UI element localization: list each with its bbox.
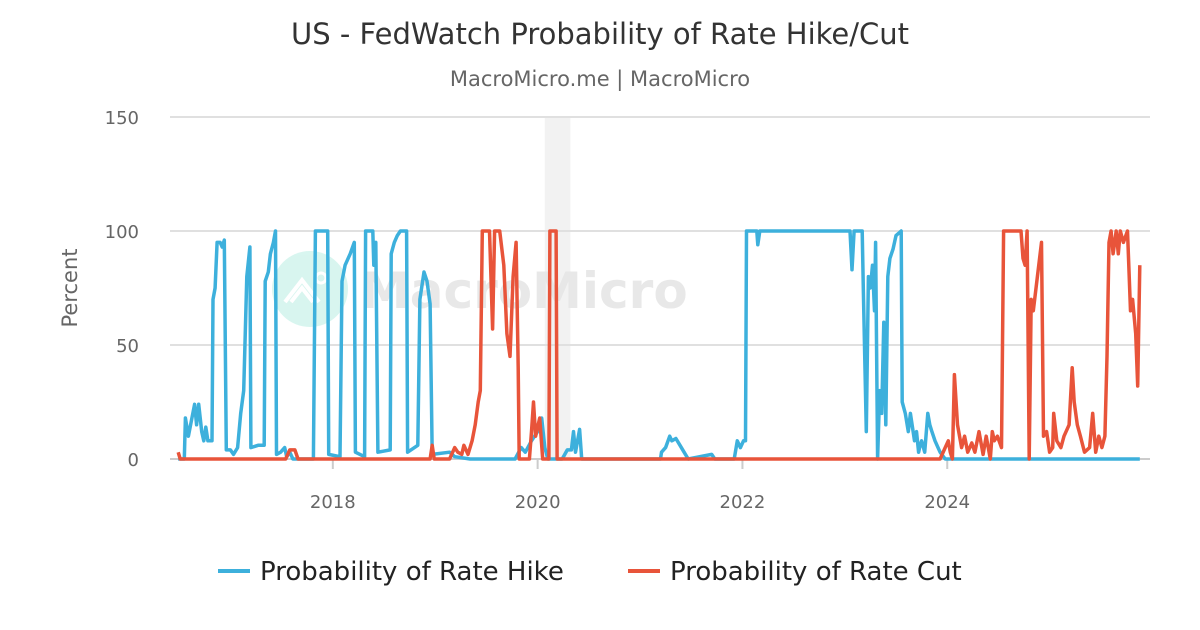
- legend-label: Probability of Rate Cut: [670, 557, 962, 587]
- x-tick-label: 2018: [310, 492, 356, 513]
- gridlines: [170, 116, 1150, 346]
- x-axis: 2018 2020 2022 2024: [170, 458, 1150, 513]
- legend: Probability of Rate Hike Probability of R…: [218, 557, 962, 587]
- legend-item-rate-hike[interactable]: Probability of Rate Hike: [218, 557, 564, 587]
- y-axis: 0 50 100 150: [105, 108, 139, 471]
- series-line-rate-hike: [178, 229, 1140, 461]
- chart-subtitle: MacroMicro.me | MacroMicro: [450, 67, 750, 92]
- y-tick-label: 50: [116, 336, 139, 357]
- svg-text:MacroMicro: MacroMicro: [360, 262, 688, 320]
- y-tick-label: 150: [105, 108, 139, 129]
- x-tick-label: 2022: [720, 492, 766, 513]
- chart-title: US - FedWatch Probability of Rate Hike/C…: [291, 17, 909, 51]
- y-tick-label: 0: [128, 450, 139, 471]
- watermark-logo: MacroMicro: [272, 251, 688, 327]
- x-tick-label: 2024: [924, 492, 970, 513]
- legend-item-rate-cut[interactable]: Probability of Rate Cut: [628, 557, 962, 587]
- x-tick-label: 2020: [515, 492, 561, 513]
- series-line-rate-cut: [176, 229, 1142, 461]
- y-tick-label: 100: [105, 222, 139, 243]
- legend-label: Probability of Rate Hike: [260, 557, 564, 587]
- series-lines: [176, 229, 1142, 461]
- y-axis-title: Percent: [58, 248, 82, 327]
